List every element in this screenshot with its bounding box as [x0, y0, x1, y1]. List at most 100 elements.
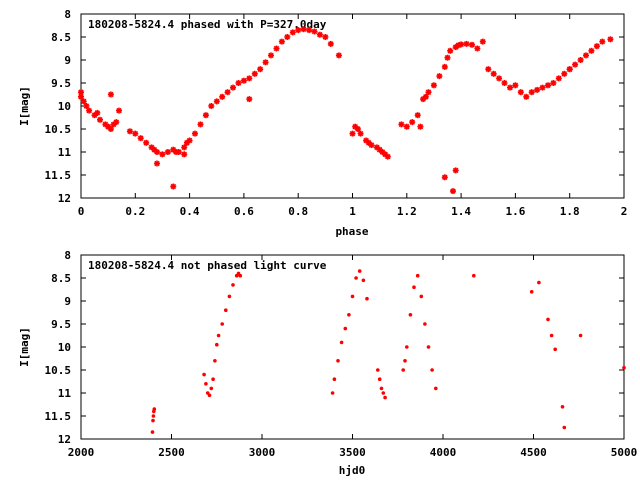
unphased-plot-frame: [80, 254, 625, 440]
phased-data-point: [235, 80, 242, 86]
unphased-data-point: [152, 407, 157, 411]
phased-data-point: [398, 121, 405, 128]
phased-x-tick-label: 2: [621, 205, 628, 218]
unphased-data-point: [215, 342, 219, 347]
unphased-data-point: [350, 294, 355, 299]
phased-data-point: [384, 153, 391, 160]
unphased-data-point: [347, 313, 351, 317]
unphased-data-point: [211, 377, 215, 382]
phased-data-point: [561, 70, 568, 77]
phased-data-point: [327, 40, 334, 47]
phased-data-point: [373, 144, 380, 151]
phased-data-point: [430, 82, 437, 89]
phased-data-point: [458, 41, 465, 48]
phased-data-point: [159, 151, 166, 158]
phased-data-point: [572, 61, 579, 68]
phased-data-point: [507, 84, 513, 91]
phased-x-tick-label: 1.4: [451, 205, 471, 218]
unphased-data-point: [379, 386, 384, 391]
phased-data-point: [257, 66, 264, 73]
phased-data-point: [555, 75, 562, 82]
unphased-data-point: [332, 377, 337, 382]
phased-data-point: [94, 109, 101, 116]
phased-data-point: [230, 84, 236, 91]
unphased-data-point: [220, 322, 224, 326]
phased-data-point: [583, 52, 589, 59]
phased-data-point: [452, 167, 459, 174]
phased-data-point: [349, 130, 356, 137]
phased-data-point: [528, 89, 535, 96]
phased-chart-title: 180208-5824.4 phased with P=327.0day: [88, 18, 327, 31]
phased-data-point: [577, 57, 584, 63]
phased-data-point: [240, 77, 247, 84]
phased-data-point: [523, 93, 530, 100]
unphased-data-point: [343, 326, 348, 331]
unphased-data-point: [546, 317, 550, 322]
unphased-chart-title: 180208-5824.4 not phased light curve: [88, 259, 327, 272]
phased-data-point: [354, 126, 361, 132]
phased-data-point: [485, 66, 492, 73]
unphased-data-point: [381, 391, 386, 395]
unphased-data-point: [361, 278, 366, 283]
phased-data-point: [86, 107, 93, 114]
phased-data-point: [463, 40, 470, 47]
phased-data-point: [517, 89, 524, 96]
unphased-data-point: [553, 347, 557, 352]
phased-data-point: [284, 34, 291, 40]
phased-data-point: [181, 151, 188, 158]
phased-y-tick-label: 11.5: [45, 169, 72, 182]
phased-data-point: [357, 130, 364, 137]
unphased-y-tick-label: 12: [58, 433, 71, 446]
phased-panel: 180208-5824.4 phased with P=327.0day pha…: [18, 8, 627, 238]
unphased-y-tick-label: 10: [58, 341, 71, 354]
phased-data-point: [501, 80, 508, 86]
phased-data-point: [262, 59, 269, 66]
phased-data-point: [545, 82, 551, 89]
phased-data-point: [268, 52, 274, 59]
phased-data-point: [496, 75, 503, 82]
phased-data-point: [78, 89, 84, 96]
phased-data-point: [474, 45, 481, 52]
unphased-data-point: [537, 280, 541, 285]
phased-data-point: [469, 41, 475, 48]
phased-y-tick-label: 9: [64, 54, 71, 67]
phased-data-point: [273, 45, 280, 52]
phased-data-point: [593, 43, 600, 50]
phased-data-point: [490, 70, 497, 77]
phased-data-point: [422, 93, 429, 100]
unphased-data-point: [472, 273, 476, 278]
phased-data-point: [306, 27, 313, 34]
unphased-data-point: [405, 345, 409, 349]
phased-x-tick-label: 1.8: [560, 205, 580, 218]
unphased-x-tick-label: 4000: [430, 446, 457, 459]
phased-data-point: [322, 34, 329, 40]
unphased-x-tick-label: 3500: [339, 446, 366, 459]
phased-y-axis-label: I[mag]: [18, 86, 31, 126]
unphased-data-point: [430, 368, 434, 372]
phased-data-point: [599, 38, 606, 45]
phased-data-point: [311, 28, 318, 35]
phased-data-point: [137, 135, 144, 142]
phased-data-point: [224, 89, 231, 96]
phased-data-point: [414, 112, 421, 119]
unphased-data-point: [336, 359, 340, 363]
phased-x-tick-label: 0.4: [180, 205, 200, 218]
unphased-x-tick-label: 3000: [249, 446, 276, 459]
phased-data-point: [441, 63, 448, 70]
phased-y-tick-label: 11: [58, 146, 72, 159]
unphased-data-point: [529, 290, 534, 294]
unphased-panel: 180208-5824.4 not phased light curve hjd…: [18, 249, 637, 477]
phased-data-point: [278, 38, 285, 45]
phased-data-point: [126, 128, 133, 135]
phased-data-point: [534, 86, 541, 93]
unphased-data-point: [207, 393, 212, 398]
phased-data-point: [417, 123, 424, 130]
phased-x-axis-label: phase: [335, 225, 368, 238]
unphased-data-point: [415, 273, 420, 278]
unphased-data-point: [549, 333, 554, 338]
phased-data-point: [436, 73, 443, 80]
unphased-x-tick-label: 2500: [158, 446, 185, 459]
unphased-data-point: [339, 340, 344, 345]
phased-plot-frame: [80, 13, 625, 199]
phased-data-point: [588, 47, 595, 54]
